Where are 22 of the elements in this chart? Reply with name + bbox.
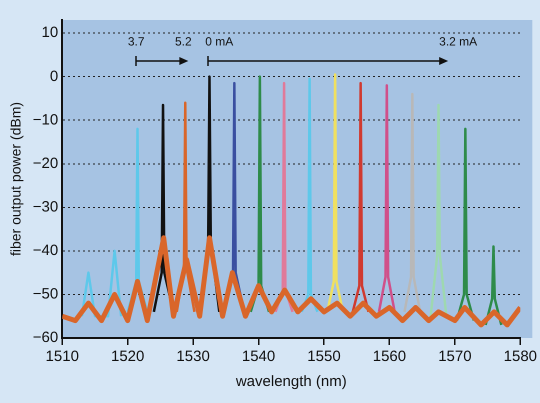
x-tick-label: 1540 xyxy=(242,348,276,366)
annotation: 5.2 xyxy=(174,34,192,49)
x-tick-label: 1550 xyxy=(307,348,341,366)
y-axis-title: fiber output power (dBm) xyxy=(7,102,24,256)
annotation: 3.2 mA xyxy=(439,34,478,49)
y-tick-label: −60 xyxy=(32,329,58,346)
y-tick-label: 0 xyxy=(50,68,58,85)
y-tick-label: −40 xyxy=(32,242,58,260)
x-tick-label: 1570 xyxy=(438,348,472,366)
x-axis-title: wavelength (nm) xyxy=(234,373,347,390)
y-tick-label: 10 xyxy=(42,24,58,42)
y-tick-label: −30 xyxy=(32,198,58,216)
x-tick-label: 1580 xyxy=(504,348,538,366)
y-tick-label: −20 xyxy=(32,154,58,172)
x-tick-label: 1530 xyxy=(176,348,210,366)
x-tick-label: 1560 xyxy=(372,348,406,366)
x-tick-label: 1520 xyxy=(110,348,144,366)
annotation: 3.7 xyxy=(128,34,145,49)
annotation: 0 mA xyxy=(205,34,234,49)
y-tick-label: −10 xyxy=(32,111,58,128)
x-tick-label: 1510 xyxy=(46,348,79,366)
y-tick-label: −50 xyxy=(32,286,58,303)
